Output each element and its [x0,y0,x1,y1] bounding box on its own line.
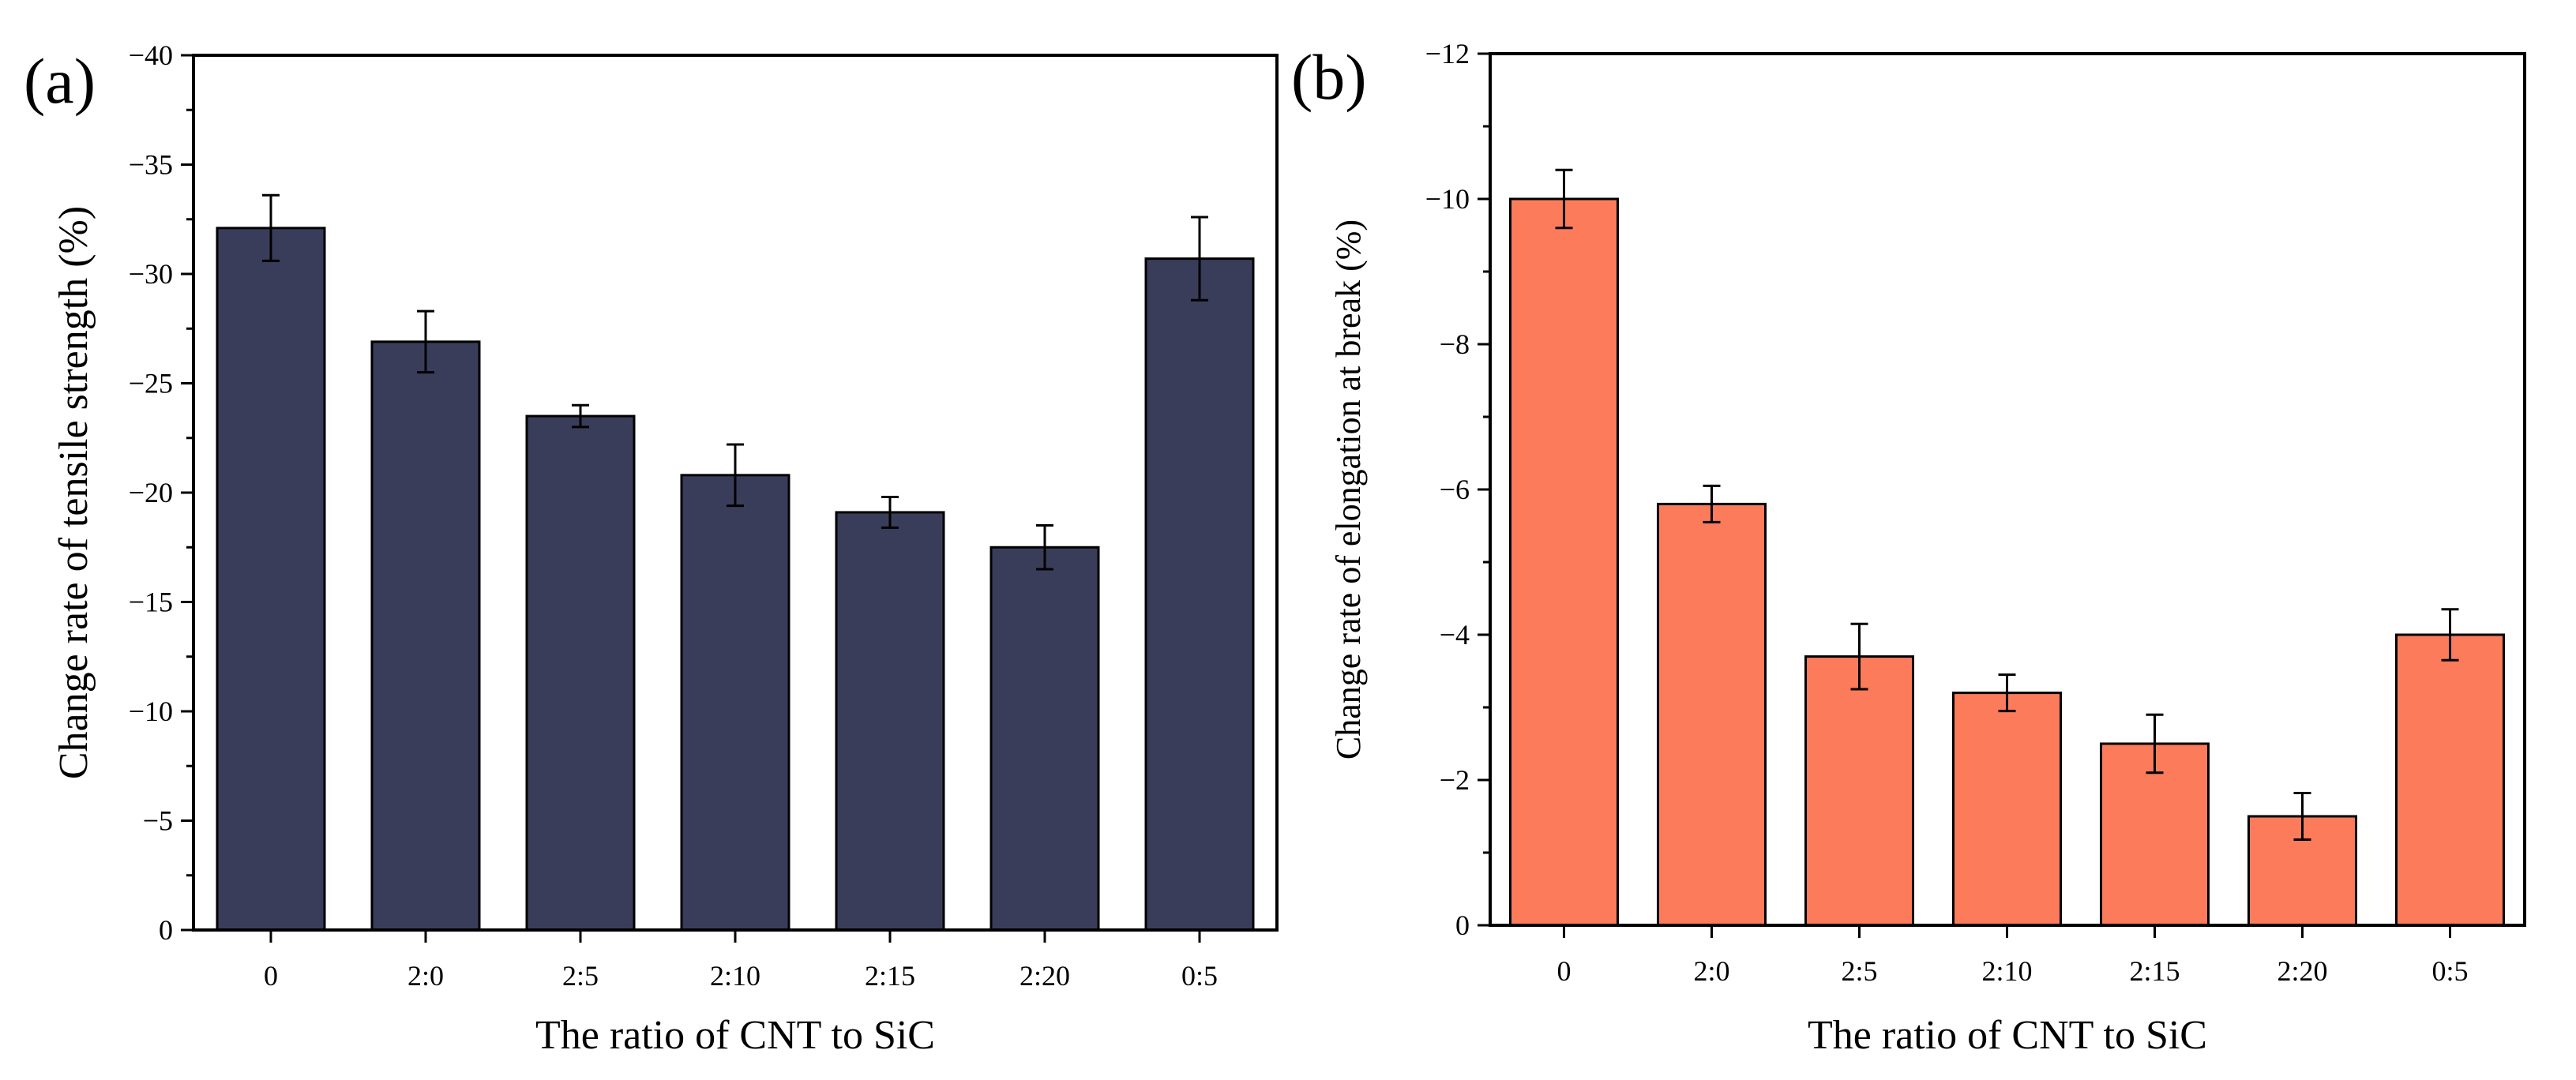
panel-b-chart: 0 −2 −4 −6 −8 −10 −12 0 2:0 2:5 2:10 2:15 2:20 0:5 The… [1291,38,2526,1058]
x-tick-label: 2:5 [1841,955,1877,987]
x-tick-label: 2:20 [1020,960,1070,992]
panel-label: (a) [24,45,96,117]
x-tick-label: 2:15 [865,960,915,992]
x-tick-label: 2:15 [2129,955,2180,987]
y-tick-label: −35 [129,149,173,181]
error-bar-2:5 [1850,622,1868,691]
bar-0:5 [2395,633,2505,927]
error-bar-0:5 [2441,608,2459,662]
y-tick-label: −10 [129,696,173,727]
y-tick-label: 0 [159,914,173,946]
bar-2:0 [1657,502,1767,927]
bar-2:10 [1952,692,2062,927]
y-axis-title: Change rate of elongation at break (%) [1329,219,1368,759]
x-tick-label: 0 [264,960,278,992]
x-tick-label: 2:0 [1693,955,1729,987]
error-bar-2:15 [881,496,899,529]
y-axis-title: Change rate of tensile strength (%) [51,206,96,779]
error-bar-0 [262,193,280,262]
y-tick-label: −10 [1425,183,1470,215]
bar-0 [216,227,326,932]
y-tick-label: −40 [129,39,173,71]
panel-a-chart: 0 −5 −10 −15 −20 −25 −30 −35 −40 0 2:0 2:5 2:10 2:15 2… [24,39,1279,1058]
bar-2:0 [370,340,481,932]
bar-2:20 [989,546,1100,932]
bar-2:5 [525,414,636,932]
y-tick-label: −15 [129,587,173,618]
error-bar-2:20 [1036,524,1053,571]
bar-0 [1509,197,1619,927]
x-tick-label: 2:0 [407,960,444,992]
bar-2:10 [680,474,790,932]
y-tick-label: −6 [1440,474,1470,505]
error-bar-2:10 [727,443,744,508]
y-tick-label: −5 [143,805,173,837]
bar-0:5 [1144,257,1255,932]
bar-2:15 [835,511,945,932]
y-tick-label: −8 [1440,328,1470,360]
x-tick-label: 0:5 [1181,960,1218,992]
y-tick-label: −20 [129,477,173,508]
error-bar-0:5 [1191,216,1208,302]
error-bar-2:0 [1703,484,1721,523]
error-bar-2:10 [1998,673,2016,713]
error-bar-2:15 [2146,713,2164,774]
x-tick-label: 2:10 [710,960,760,992]
x-tick-label: 2:10 [1981,955,2032,987]
y-tick-label: −4 [1440,619,1470,651]
x-tick-label: 2:20 [2277,955,2327,987]
x-tick-label: 2:5 [562,960,599,992]
x-axis-title: The ratio of CNT to SiC [535,1013,935,1058]
y-tick-label: 0 [1455,909,1470,941]
panel-label: (b) [1291,41,1367,113]
error-bar-2:5 [572,403,589,429]
bar-2:15 [2100,742,2210,927]
y-tick-label: −2 [1440,764,1470,796]
x-tick-label: 0:5 [2431,955,2468,987]
x-axis-title: The ratio of CNT to SiC [1808,1013,2207,1058]
bar-2:5 [1804,655,1914,927]
y-tick-label: −30 [129,258,173,290]
error-bar-2:0 [417,309,434,374]
x-tick-label: 0 [1557,955,1572,987]
y-tick-label: −25 [129,368,173,399]
error-bar-0 [1555,168,1573,230]
error-bar-2:20 [2293,792,2311,841]
y-tick-label: −12 [1425,38,1470,69]
